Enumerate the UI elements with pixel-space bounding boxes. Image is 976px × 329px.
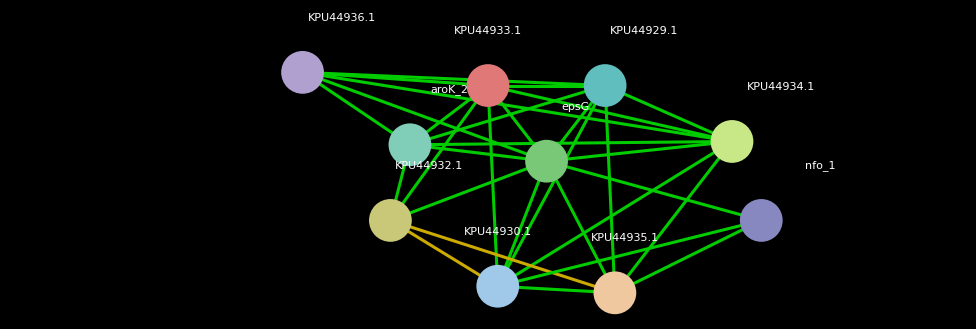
Text: KPU44929.1: KPU44929.1 <box>610 26 678 36</box>
Text: nfo_1: nfo_1 <box>804 160 835 171</box>
Ellipse shape <box>281 51 324 94</box>
Ellipse shape <box>369 199 412 242</box>
Text: KPU44930.1: KPU44930.1 <box>464 227 532 237</box>
Text: KPU44936.1: KPU44936.1 <box>307 13 376 23</box>
Ellipse shape <box>388 123 431 166</box>
Text: KPU44932.1: KPU44932.1 <box>395 161 464 171</box>
Text: KPU44934.1: KPU44934.1 <box>747 82 815 92</box>
Text: KPU44933.1: KPU44933.1 <box>454 26 522 36</box>
Text: epsG: epsG <box>562 102 590 112</box>
Ellipse shape <box>593 271 636 314</box>
Ellipse shape <box>711 120 753 163</box>
Ellipse shape <box>740 199 783 242</box>
Ellipse shape <box>525 140 568 183</box>
Text: aroK_2: aroK_2 <box>430 85 468 95</box>
Ellipse shape <box>467 64 509 107</box>
Ellipse shape <box>476 265 519 308</box>
Text: KPU44935.1: KPU44935.1 <box>590 234 659 243</box>
Ellipse shape <box>584 64 627 107</box>
